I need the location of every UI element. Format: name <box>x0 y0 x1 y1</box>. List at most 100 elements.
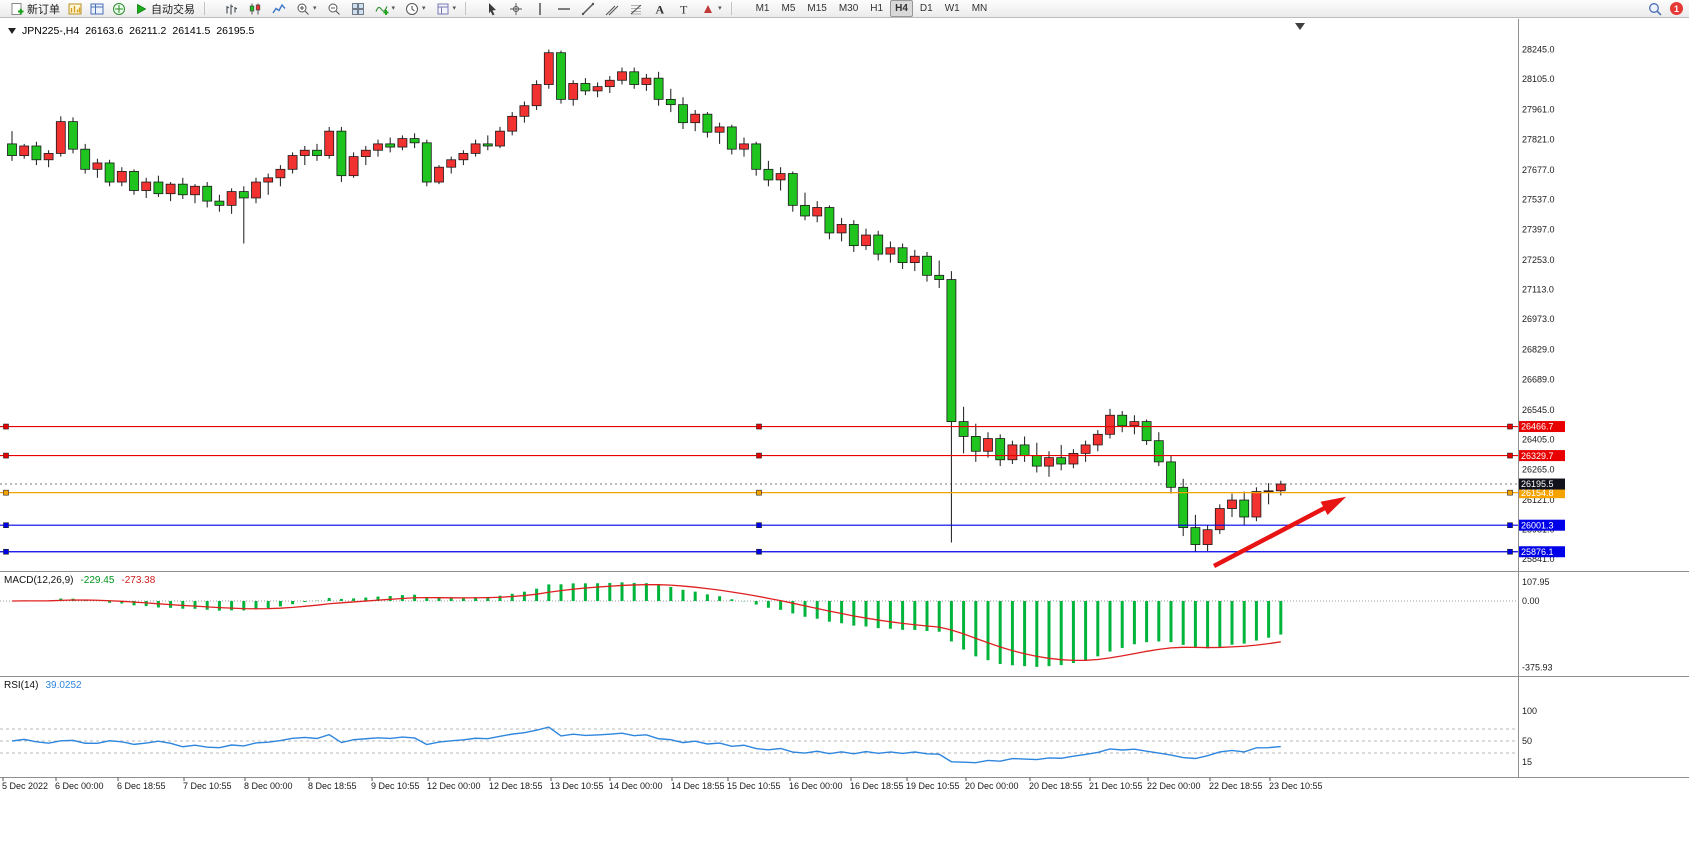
autotrading-button[interactable]: 自动交易 <box>130 0 199 18</box>
candle-body <box>1178 486 1189 528</box>
macd-scale-label: 0.00 <box>1522 596 1540 606</box>
search-icon <box>1649 2 1662 15</box>
candle-body <box>263 177 274 183</box>
candle-body <box>1214 508 1225 531</box>
toolbar-button-zoom-out[interactable] <box>323 0 345 18</box>
toolbar-button-arrows[interactable]: ▾ <box>697 0 726 18</box>
timeframe-button-h4[interactable]: H4 <box>890 0 913 17</box>
candle-body <box>1190 527 1201 545</box>
candle-body <box>141 181 152 191</box>
toolbar-button-templates[interactable]: ▾ <box>432 0 461 18</box>
candlesticks-icon <box>249 3 261 14</box>
line-handle[interactable] <box>756 489 762 496</box>
time-axis-label: 14 Dec 00:00 <box>609 781 663 791</box>
candle-body <box>983 438 993 452</box>
time-axis-label: 8 Dec 18:55 <box>308 781 357 791</box>
candle-body <box>1263 490 1274 493</box>
toolbar-button-channel[interactable] <box>601 0 623 18</box>
candle-body <box>934 274 945 280</box>
timeframe-button-m30[interactable]: M30 <box>838 3 859 14</box>
candle-body <box>702 113 713 133</box>
timeframe-button-mn[interactable]: MN <box>971 3 988 14</box>
line-handle[interactable] <box>3 423 9 430</box>
line-handle[interactable] <box>3 522 9 529</box>
toolbar-button-navigator[interactable] <box>108 0 130 18</box>
toolbar-button-cursor[interactable] <box>481 0 503 18</box>
toolbar-button-crosshair[interactable] <box>505 0 527 18</box>
bar-high-value: 26211.2 <box>129 25 167 37</box>
line-handle[interactable] <box>3 548 9 555</box>
time-axis-label: 23 Dec 10:55 <box>1269 781 1323 791</box>
timeframe-button-m15[interactable]: M15 <box>807 3 827 14</box>
toolbar-button-fibonacci[interactable] <box>625 0 647 18</box>
time-axis-label: 20 Dec 18:55 <box>1029 781 1083 791</box>
candle-body <box>897 247 908 263</box>
toolbar-button-periods[interactable]: ▾ <box>401 0 430 18</box>
price-axis-label: 27397.0 <box>1522 224 1555 234</box>
candle-body <box>92 162 103 170</box>
candle-body <box>1080 444 1091 454</box>
timeframe-button-m5[interactable]: M5 <box>781 3 796 14</box>
line-handle[interactable] <box>756 548 762 555</box>
candle-body <box>421 142 432 183</box>
line-handle[interactable] <box>1507 522 1513 529</box>
candle-body <box>177 183 188 196</box>
toolbar-button-tile-windows[interactable] <box>347 0 369 18</box>
toolbar-button-indicators[interactable]: ▾ <box>371 0 400 18</box>
svg-text:T: T <box>680 2 688 16</box>
toolbar-button-vertical-line[interactable] <box>529 0 551 18</box>
line-handle[interactable] <box>1507 489 1513 496</box>
candle-body <box>129 171 139 191</box>
chart-shift-marker-icon[interactable] <box>1295 23 1305 30</box>
search-button[interactable] <box>1644 0 1666 18</box>
toolbar-button-line-chart[interactable] <box>268 0 290 18</box>
time-axis-label: 13 Dec 10:55 <box>550 781 604 791</box>
line-handle[interactable] <box>756 423 762 430</box>
toolbar-button-candlesticks[interactable] <box>244 0 266 18</box>
macd-main-value: -229.45 <box>80 575 115 586</box>
toolbar-button-text[interactable]: A <box>649 0 671 18</box>
candle-body <box>373 143 383 151</box>
time-axis-label: 14 Dec 18:55 <box>671 781 725 791</box>
price-axis-label: 26973.0 <box>1522 314 1555 324</box>
line-handle[interactable] <box>1507 548 1513 555</box>
channel-icon <box>605 5 619 15</box>
toolbar-button-trendline[interactable] <box>577 0 599 18</box>
candle-body <box>543 52 554 85</box>
timeframe-button-w1[interactable]: W1 <box>944 3 960 14</box>
macd-signal-line <box>11 583 1281 662</box>
timeframe-button-d1[interactable]: D1 <box>919 3 933 14</box>
draw-tools-group: A T ▾ <box>481 0 726 18</box>
line-handle[interactable] <box>756 522 762 529</box>
candle-body <box>165 183 176 195</box>
toolbar-button-market-watch[interactable] <box>86 0 108 18</box>
candle-body <box>470 143 481 154</box>
price-axis-label: 27537.0 <box>1522 195 1555 205</box>
line-handle[interactable] <box>756 452 762 459</box>
time-axis-label: 20 Dec 00:00 <box>965 781 1019 791</box>
line-handle[interactable] <box>3 452 9 459</box>
time-axis-label: 16 Dec 00:00 <box>789 781 843 791</box>
toolbar-button-text-label[interactable]: T <box>673 0 695 18</box>
toolbar-button-chart-window[interactable] <box>64 0 86 18</box>
trend-arrow-annotation[interactable] <box>1212 498 1342 568</box>
toolbar-button-zoom-in[interactable]: ▾ <box>292 0 321 18</box>
current-price-badge <box>1519 478 1565 490</box>
line-handle[interactable] <box>1507 423 1513 430</box>
candle-body <box>1153 440 1164 463</box>
candle-body <box>1105 414 1115 435</box>
one-click-trading-toggle[interactable] <box>8 28 16 34</box>
indicators-icon <box>375 5 389 15</box>
autotrading-button-label: 自动交易 <box>151 3 195 16</box>
new-order-button[interactable]: 新订单 <box>6 0 64 18</box>
rsi-scale-label: 15 <box>1522 757 1532 767</box>
candle-body <box>519 105 530 117</box>
timeframe-button-m1[interactable]: M1 <box>755 3 770 14</box>
line-handle[interactable] <box>3 489 9 496</box>
notification-badge[interactable]: 1 <box>1670 2 1683 15</box>
toolbar-button-horizontal-line[interactable] <box>553 0 575 18</box>
line-handle[interactable] <box>1507 452 1513 459</box>
dropdown-caret-icon: ▾ <box>422 5 426 12</box>
timeframe-button-h1[interactable]: H1 <box>870 3 884 14</box>
toolbar-button-bar-chart[interactable] <box>220 0 242 18</box>
